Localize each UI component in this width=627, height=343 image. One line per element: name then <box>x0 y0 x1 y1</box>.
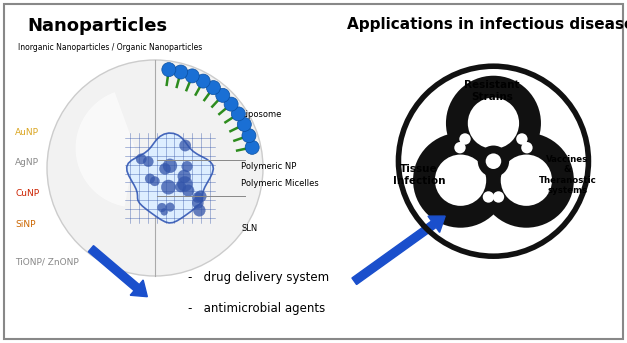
Circle shape <box>413 133 508 228</box>
Text: Vaccines
&
Theranostic
systems: Vaccines & Theranostic systems <box>539 155 596 195</box>
Circle shape <box>446 76 541 171</box>
Text: -   antimicrobial agents: - antimicrobial agents <box>188 302 325 315</box>
FancyArrow shape <box>88 246 147 297</box>
Circle shape <box>185 69 199 83</box>
Circle shape <box>143 156 154 167</box>
Circle shape <box>206 81 221 95</box>
FancyArrow shape <box>352 216 445 284</box>
Text: AgNP: AgNP <box>15 158 39 167</box>
Circle shape <box>516 133 527 145</box>
Circle shape <box>192 197 203 209</box>
Circle shape <box>460 133 471 145</box>
Circle shape <box>193 204 205 216</box>
Circle shape <box>161 180 176 194</box>
Circle shape <box>483 191 494 203</box>
Circle shape <box>177 176 192 191</box>
Circle shape <box>150 176 159 186</box>
Circle shape <box>157 203 166 212</box>
Circle shape <box>182 185 194 197</box>
Circle shape <box>159 163 171 175</box>
Circle shape <box>196 74 210 88</box>
Wedge shape <box>472 121 515 161</box>
Text: Applications in infectious diseases: Applications in infectious diseases <box>347 17 627 32</box>
Circle shape <box>493 191 504 203</box>
Text: Polymeric Micelles: Polymeric Micelles <box>241 179 319 188</box>
Circle shape <box>182 161 192 172</box>
Circle shape <box>161 209 167 215</box>
Wedge shape <box>453 160 493 197</box>
Text: Liposome: Liposome <box>241 110 282 119</box>
Wedge shape <box>76 92 135 206</box>
Text: SLN: SLN <box>241 224 258 233</box>
Text: Resistant
Strains: Resistant Strains <box>465 80 520 102</box>
Circle shape <box>163 159 177 173</box>
Circle shape <box>486 153 501 169</box>
Circle shape <box>174 65 187 79</box>
Circle shape <box>162 63 176 76</box>
Circle shape <box>242 129 256 143</box>
Circle shape <box>501 155 552 206</box>
Circle shape <box>245 140 259 154</box>
Text: TiONP/ ZnONP: TiONP/ ZnONP <box>15 258 79 267</box>
Text: SiNP: SiNP <box>15 220 36 229</box>
Circle shape <box>179 140 191 151</box>
Circle shape <box>178 170 191 183</box>
Circle shape <box>47 60 263 276</box>
Text: Inorganic Nanoparticles / Organic Nanoparticles: Inorganic Nanoparticles / Organic Nanopa… <box>18 43 202 52</box>
Circle shape <box>237 117 251 131</box>
Circle shape <box>216 88 229 102</box>
Circle shape <box>224 97 238 111</box>
Circle shape <box>231 107 245 121</box>
Text: CuNP: CuNP <box>15 189 39 198</box>
Circle shape <box>192 192 203 203</box>
Wedge shape <box>493 160 534 197</box>
Circle shape <box>145 174 155 184</box>
Text: Tissue
Infection: Tissue Infection <box>393 164 445 186</box>
Circle shape <box>195 191 206 202</box>
Circle shape <box>478 145 509 177</box>
Circle shape <box>435 155 486 206</box>
Text: -   drug delivery system: - drug delivery system <box>188 271 329 284</box>
Text: Nanoparticles: Nanoparticles <box>27 17 167 35</box>
Circle shape <box>521 142 532 153</box>
Circle shape <box>166 203 174 211</box>
Text: Polymeric NP: Polymeric NP <box>241 162 297 171</box>
Polygon shape <box>127 133 213 223</box>
Circle shape <box>479 133 574 228</box>
Text: AuNP: AuNP <box>15 128 39 137</box>
Circle shape <box>176 181 186 192</box>
Circle shape <box>136 154 146 164</box>
Circle shape <box>455 142 466 153</box>
Circle shape <box>468 97 519 149</box>
